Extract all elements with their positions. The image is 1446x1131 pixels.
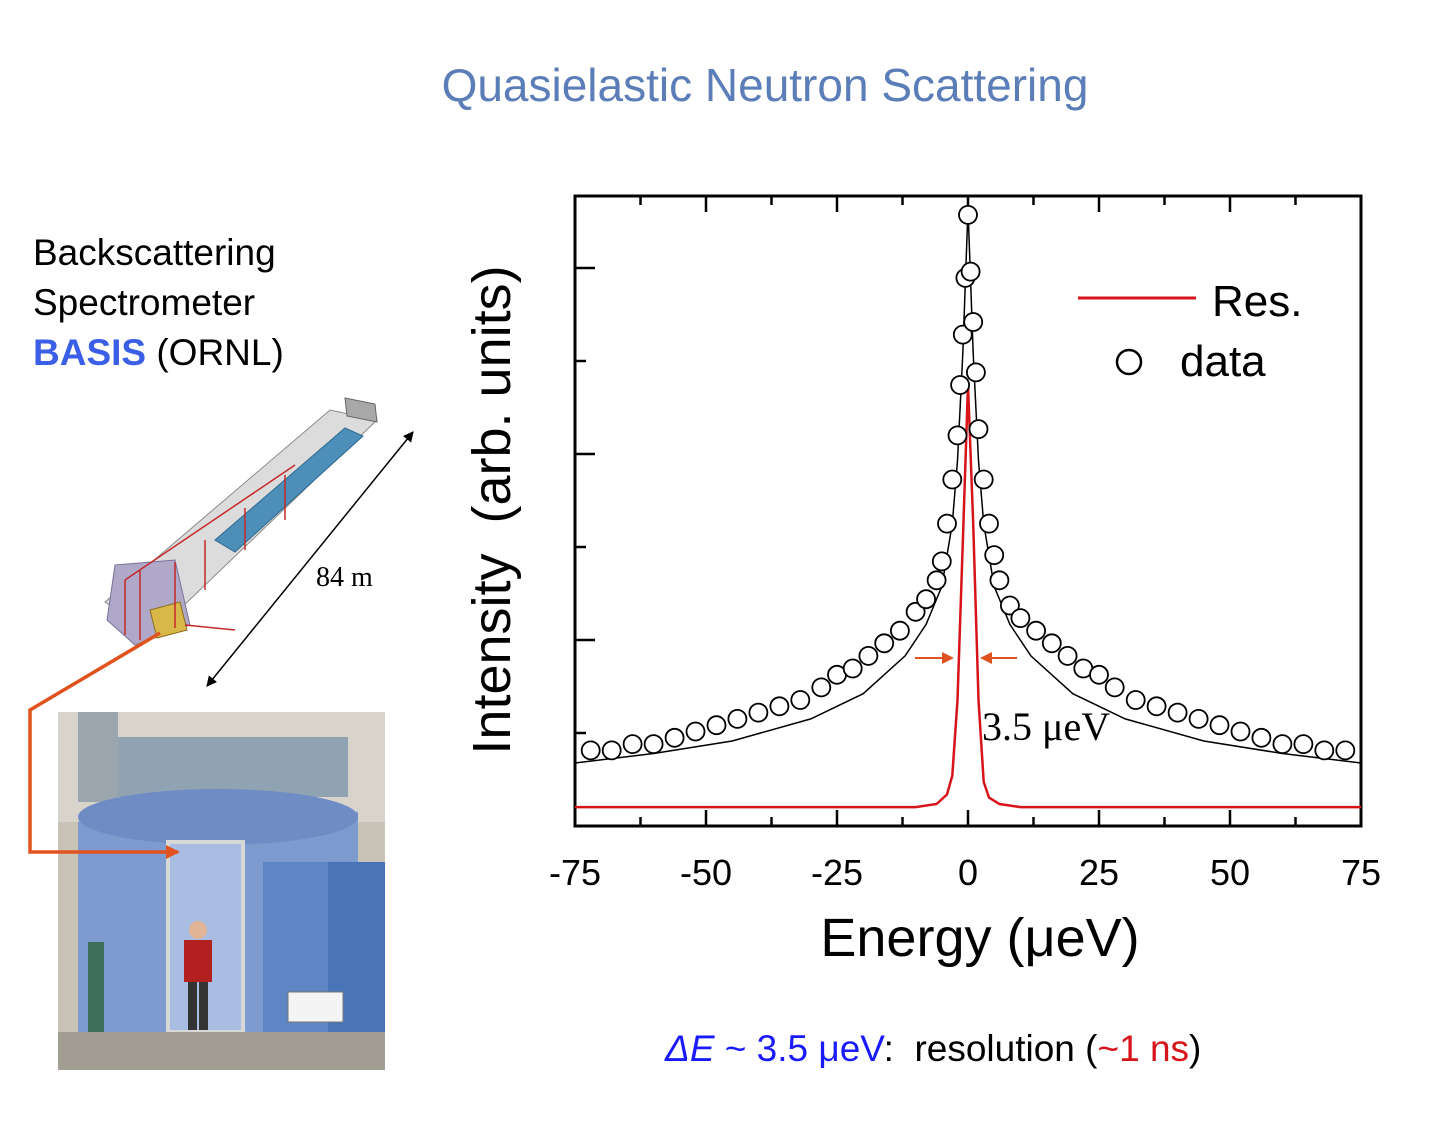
data-point: [790, 690, 811, 710]
y-ticks: [575, 266, 595, 735]
data-point: [858, 646, 879, 666]
data-point: [1026, 620, 1046, 641]
caption-energy-value: ~ 3.5 μeV: [724, 1028, 884, 1069]
data-point: [950, 375, 970, 395]
data-point: [979, 513, 999, 534]
data-point: [1230, 721, 1251, 742]
x-tick-label: 50: [1210, 852, 1250, 893]
instrument-lab: (ORNL): [156, 332, 284, 373]
data-point: [1000, 595, 1020, 616]
data-point: [769, 696, 790, 717]
x-axis-label: Energy (μeV): [820, 908, 1139, 968]
legend-data-label: data: [1180, 337, 1266, 386]
data-point: [1209, 715, 1230, 736]
data-point: [1146, 696, 1167, 717]
data-point: [1335, 740, 1356, 761]
data-point: [989, 570, 1010, 591]
data-point: [1057, 646, 1078, 666]
fwhm-arrows: [915, 652, 1017, 664]
data-point: [931, 551, 952, 572]
callout-line: [28, 631, 178, 854]
data-point: [1010, 608, 1031, 628]
data-point: [580, 740, 601, 761]
caption-resolution-word: resolution (: [914, 1028, 1098, 1069]
data-point: [947, 425, 968, 446]
data-point: [1167, 702, 1188, 723]
data-point: [926, 570, 947, 591]
data-point: [952, 324, 973, 345]
data-point: [1293, 734, 1314, 754]
instrument-line-1: Backscattering: [33, 232, 276, 273]
data-point: [685, 721, 706, 742]
data-point: [1089, 664, 1109, 685]
data-point: [916, 589, 936, 610]
data-point: [942, 469, 963, 490]
x-tick-label: 75: [1341, 852, 1381, 893]
data-point: [842, 658, 863, 679]
data-point: [905, 601, 926, 622]
data-point: [958, 204, 978, 225]
data-point: [937, 513, 957, 534]
x-tick-label: 0: [958, 852, 978, 893]
data-point: [1125, 690, 1146, 710]
data-point: [664, 727, 685, 748]
facility-photo: [58, 712, 385, 1070]
data-point: [1272, 734, 1293, 754]
caption-colon: :: [883, 1028, 894, 1069]
x-tick-labels: -75 -50 -25 0 25 50 75: [549, 852, 1381, 893]
data-point: [874, 633, 895, 654]
data-point: [963, 312, 984, 332]
data-point: [984, 545, 1005, 565]
resolution-curve: [575, 384, 1361, 809]
data-point: [748, 702, 769, 723]
data-point: [960, 261, 981, 282]
instrument-line-3: BASIS (ORNL): [33, 328, 284, 378]
callout-arrowhead: [166, 845, 180, 859]
legend: Res. data: [1078, 277, 1302, 386]
fwhm-annotation: 3.5 μeV: [982, 704, 1110, 749]
data-point: [1314, 740, 1335, 761]
x-tick-label: 25: [1079, 852, 1119, 893]
x-tick-label: -75: [549, 852, 601, 893]
x-tick-label: -25: [811, 852, 863, 893]
data-point: [1188, 709, 1209, 729]
data-point: [643, 734, 664, 754]
instrument-label: Backscattering Spectrometer BASIS (ORNL): [33, 228, 284, 378]
data-point: [966, 362, 986, 383]
caption-delta-e: ΔE: [665, 1028, 715, 1069]
data-point: [1251, 727, 1272, 748]
data-point: [890, 620, 910, 641]
data-point: [811, 677, 832, 698]
x-ticks: [573, 196, 1363, 826]
data-markers: [580, 204, 1356, 761]
instrument-line-2: Spectrometer: [33, 282, 256, 323]
x-tick-label: -50: [680, 852, 732, 893]
caption-time-value: ~1 ns: [1097, 1028, 1190, 1069]
data-point: [622, 734, 643, 754]
data-point: [1041, 633, 1062, 654]
data-point: [727, 709, 748, 729]
y-axis-label: Intensity (arb. units): [462, 265, 522, 754]
data-point: [706, 715, 727, 736]
caption-close-paren: ): [1189, 1028, 1202, 1069]
distance-arrow: [206, 431, 414, 687]
legend-res-label: Res.: [1212, 277, 1302, 326]
data-point: [968, 419, 989, 440]
slide-title: Quasielastic Neutron Scattering: [441, 59, 1089, 111]
instrument-name: BASIS: [33, 332, 147, 373]
legend-data-swatch: [1115, 348, 1143, 376]
data-point: [601, 740, 622, 761]
data-point: [973, 469, 994, 490]
resolution-caption: ΔE ~ 3.5 μeV: resolution (~1 ns): [665, 1028, 1201, 1070]
data-point: [1104, 677, 1125, 698]
